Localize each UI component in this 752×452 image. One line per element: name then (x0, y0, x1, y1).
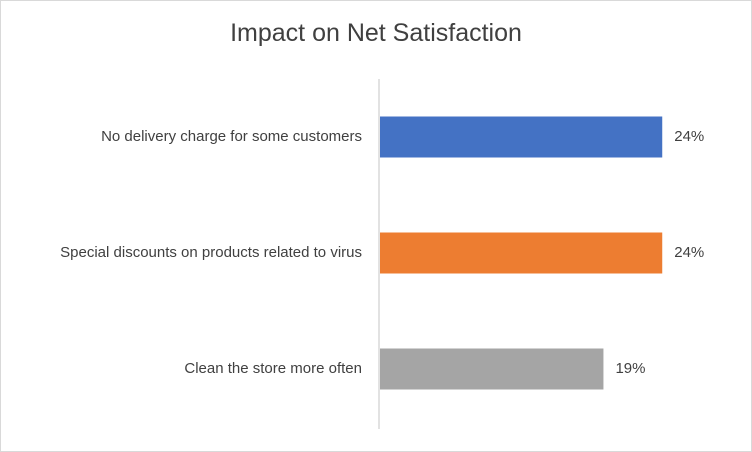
chart-title: Impact on Net Satisfaction (230, 19, 522, 47)
bar-3 (380, 348, 604, 390)
category-label-3: Clean the store more often (184, 360, 362, 377)
bar-2 (380, 232, 663, 274)
category-label-2: Special discounts on products related to… (60, 244, 362, 261)
category-label-1: No delivery charge for some customers (101, 128, 362, 145)
bar-1 (380, 116, 663, 158)
data-label-1: 24% (674, 128, 704, 145)
data-label-2: 24% (674, 244, 704, 261)
data-label-3: 19% (615, 360, 645, 377)
